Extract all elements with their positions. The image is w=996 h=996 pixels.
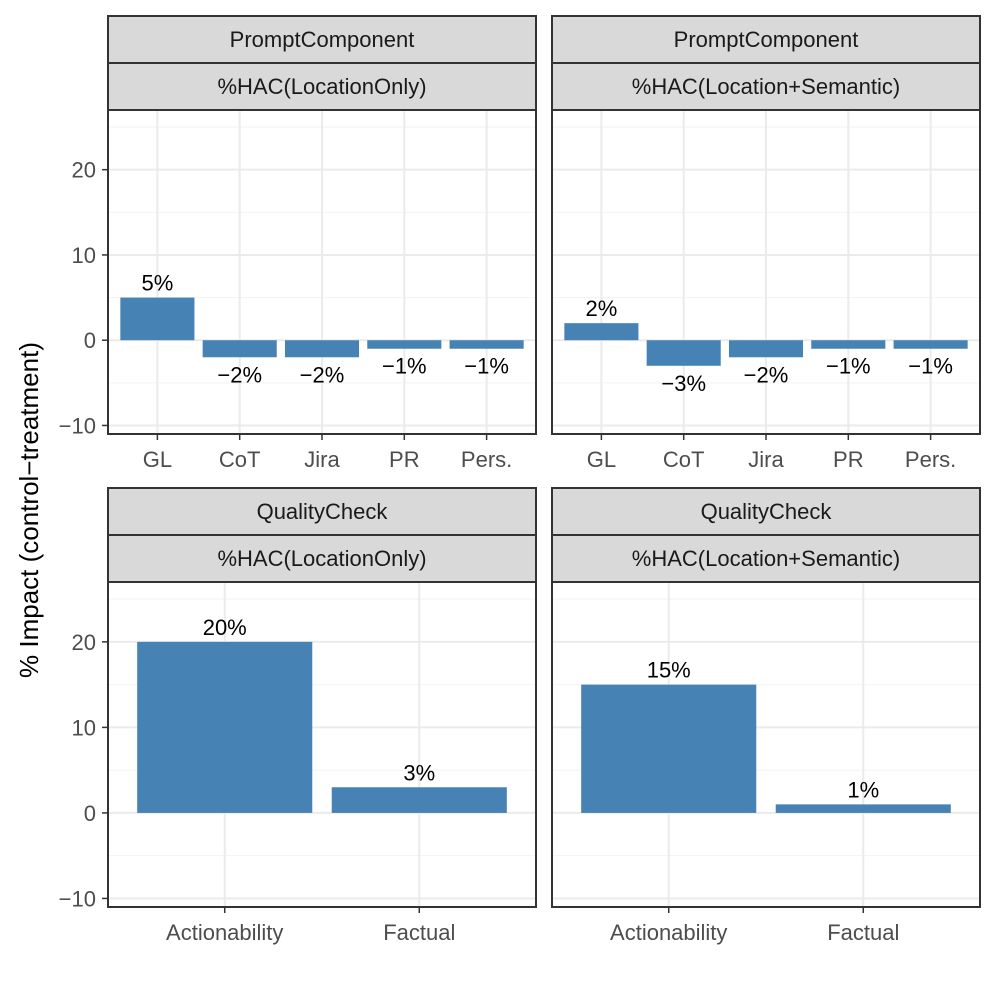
- facet-strip-top-label: QualityCheck: [257, 499, 389, 524]
- bar-factual: [331, 787, 507, 813]
- data-label: 3%: [403, 760, 435, 785]
- data-label: −1%: [908, 354, 953, 379]
- y-tick-label: 0: [84, 328, 96, 353]
- data-label: −1%: [826, 354, 871, 379]
- y-tick-label: 20: [72, 630, 96, 655]
- x-tick-label: Pers.: [461, 447, 512, 472]
- facet-strip-bottom: [551, 534, 981, 583]
- facet-strip-top: [107, 15, 537, 64]
- x-tick-label: Factual: [383, 920, 455, 945]
- facet-strip-bottom-label: %HAC(Location+Semantic): [632, 74, 900, 99]
- bar-actionability: [137, 641, 313, 813]
- x-tick-label: Factual: [827, 920, 899, 945]
- data-label: 5%: [141, 271, 173, 296]
- facet-strip-bottom: [107, 534, 537, 583]
- bar-cot: [646, 340, 721, 366]
- bar-factual: [775, 804, 951, 813]
- bar-pers: [449, 340, 524, 349]
- facet-strip-bottom: [551, 62, 981, 111]
- x-tick-label: Actionability: [610, 920, 727, 945]
- panel-2: PromptComponent %HAC(Location+Semantic) 2%…: [551, 15, 981, 472]
- data-label: −2%: [300, 362, 345, 387]
- facet-strip-bottom-label: %HAC(LocationOnly): [217, 74, 426, 99]
- y-tick-label: 0: [84, 801, 96, 826]
- facet-strip-top-label: QualityCheck: [701, 499, 833, 524]
- x-tick-label: Jira: [748, 447, 784, 472]
- y-tick-label: −10: [59, 413, 96, 438]
- data-label: −3%: [661, 371, 706, 396]
- bar-actionability: [581, 684, 757, 813]
- data-label: −1%: [464, 354, 509, 379]
- panel-border: [551, 581, 981, 908]
- facet-strip-top-label: PromptComponent: [674, 27, 859, 52]
- x-tick-label: GL: [587, 447, 616, 472]
- panel-border: [107, 581, 537, 908]
- x-tick-label: GL: [143, 447, 172, 472]
- bar-jira: [728, 340, 804, 358]
- facet-strip-top: [551, 487, 981, 536]
- x-tick-label: Pers.: [905, 447, 956, 472]
- x-tick-label: PR: [833, 447, 864, 472]
- facet-strip-top: [551, 15, 981, 64]
- data-label: −2%: [217, 362, 262, 387]
- panel-1: PromptComponent %HAC(LocationOnly) 5% −2% −2…: [59, 15, 537, 472]
- y-tick-label: 20: [72, 158, 96, 183]
- x-tick-label: CoT: [219, 447, 261, 472]
- x-tick-label: Actionability: [166, 920, 283, 945]
- facet-strip-top-label: PromptComponent: [230, 27, 415, 52]
- bar-jira: [284, 340, 360, 358]
- data-label: 20%: [203, 615, 247, 640]
- x-tick-label: Jira: [304, 447, 340, 472]
- facet-strip-bottom-label: %HAC(LocationOnly): [217, 546, 426, 571]
- panel-3: QualityCheck %HAC(LocationOnly) 20% 3% −10 0 1…: [59, 487, 537, 945]
- data-label: 1%: [847, 777, 879, 802]
- data-label: 2%: [585, 296, 617, 321]
- y-axis-title: % Impact (control−treatment): [14, 342, 44, 678]
- data-label: 15%: [647, 658, 691, 683]
- bar-gl: [564, 323, 639, 341]
- bar-pr: [811, 340, 886, 349]
- y-tick-label: 10: [72, 715, 96, 740]
- x-tick-label: PR: [389, 447, 420, 472]
- bar-pr: [367, 340, 442, 349]
- data-label: −1%: [382, 354, 427, 379]
- bar-pers: [893, 340, 968, 349]
- panel-4: QualityCheck %HAC(Location+Semantic) 15% 1%…: [551, 487, 981, 945]
- bar-cot: [202, 340, 277, 358]
- y-tick-label: −10: [59, 886, 96, 911]
- y-tick-label: 10: [72, 243, 96, 268]
- x-tick-label: CoT: [663, 447, 705, 472]
- facet-strip-bottom: [107, 62, 537, 111]
- facet-strip-bottom-label: %HAC(Location+Semantic): [632, 546, 900, 571]
- data-label: −2%: [744, 362, 789, 387]
- bar-gl: [120, 297, 195, 341]
